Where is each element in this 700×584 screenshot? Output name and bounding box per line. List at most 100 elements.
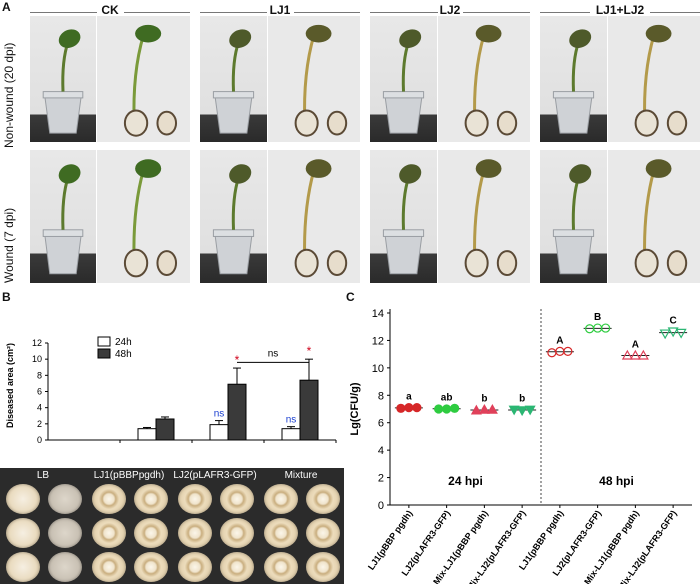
leaf-disc — [48, 552, 82, 582]
plant-photo — [30, 150, 96, 283]
plant-photo — [540, 16, 607, 142]
significance-mark: * — [235, 353, 240, 367]
leaf-disc — [220, 552, 254, 582]
data-point — [442, 404, 452, 414]
leaf-disc — [134, 552, 168, 582]
bracket-label: ns — [268, 348, 279, 359]
panel-a-letter: A — [2, 0, 11, 14]
leaf-disc — [6, 518, 40, 548]
bar-24h-3 — [281, 428, 301, 441]
plant-photo — [608, 16, 700, 142]
letter-annotation: A — [632, 340, 639, 351]
data-point — [524, 405, 536, 416]
data-point — [412, 403, 422, 413]
plant-photo — [200, 150, 267, 283]
disc-label-lb: LB — [36, 470, 50, 481]
leaf-disc — [178, 552, 212, 582]
leaf-disc — [178, 518, 212, 548]
panel-c-letter: C — [346, 290, 355, 304]
plant-photo — [438, 16, 530, 142]
data-point — [667, 327, 679, 338]
y-tick-label: 4 — [37, 403, 42, 413]
group-label: 24 hpi — [448, 474, 483, 488]
letter-annotation: A — [556, 335, 563, 346]
bar-24h-2 — [209, 424, 229, 441]
leaf-disc — [134, 518, 168, 548]
bar-48h-3 — [299, 379, 319, 441]
leaf-disc — [48, 484, 82, 514]
row-label-wound: Wound (7 dpi) — [2, 207, 16, 283]
disc-label-lj1: LJ1(pBBPpgdh) — [93, 470, 165, 481]
y-tick-label: 2 — [37, 419, 42, 429]
leaf-disc-photo-panel: LB LJ1(pBBPpgdh) LJ2(pLAFR3-GFP) Mixture — [0, 468, 344, 584]
data-point — [675, 328, 687, 339]
y-tick-label: 12 — [372, 335, 384, 347]
leaf-disc — [220, 484, 254, 514]
y-tick-label: 8 — [378, 390, 384, 402]
y-tick-label: 10 — [372, 363, 384, 375]
data-point — [637, 349, 649, 360]
leaf-disc — [306, 552, 340, 582]
data-point — [508, 405, 520, 416]
y-tick-label: 12 — [32, 338, 42, 348]
y-tick-label: 6 — [378, 418, 384, 430]
y-tick-label: 4 — [378, 445, 384, 457]
legend-swatch — [97, 336, 111, 347]
disc-label-mixture: Mixture — [284, 470, 318, 481]
significance-mark: ns — [214, 409, 225, 420]
column-header-lj1-lj2: LJ1+LJ2 — [595, 3, 645, 17]
leaf-disc — [264, 484, 298, 514]
data-point — [470, 404, 482, 415]
plant-photo — [608, 150, 700, 283]
bar-48h-1 — [155, 418, 175, 441]
data-point — [601, 323, 611, 333]
y-axis-title: Diseased area (cm²) — [5, 343, 15, 428]
leaf-disc — [306, 484, 340, 514]
leaf-disc — [92, 518, 126, 548]
leaf-disc — [6, 552, 40, 582]
data-point — [396, 403, 406, 413]
legend-label: 48h — [115, 349, 132, 360]
plant-photo — [370, 150, 437, 283]
column-header-ck: CK — [101, 3, 119, 17]
data-point — [629, 349, 641, 360]
legend-label: 24h — [115, 337, 132, 348]
leaf-disc — [92, 552, 126, 582]
plant-photo — [200, 16, 267, 142]
data-point — [563, 346, 573, 357]
letter-annotation: a — [406, 392, 412, 403]
plant-photo — [438, 150, 530, 283]
bar-24h-1 — [137, 428, 157, 441]
plant-photo — [97, 16, 190, 142]
leaf-disc — [134, 484, 168, 514]
data-point — [621, 349, 633, 360]
plant-photo — [268, 150, 360, 283]
data-point — [516, 406, 528, 417]
y-tick-label: 0 — [378, 500, 384, 512]
y-axis-title: Lg(CFU/g) — [349, 382, 361, 435]
y-tick-label: 0 — [37, 435, 42, 445]
leaf-disc — [220, 518, 254, 548]
y-tick-label: 14 — [372, 308, 384, 320]
leaf-disc — [92, 484, 126, 514]
data-point — [486, 403, 498, 414]
data-point — [434, 404, 444, 414]
significance-mark: * — [307, 344, 312, 358]
y-tick-label: 10 — [32, 354, 42, 364]
y-tick-label: 6 — [37, 387, 42, 397]
letter-annotation: C — [670, 316, 677, 327]
plant-photo — [540, 150, 607, 283]
y-tick-label: 8 — [37, 370, 42, 380]
plant-photo — [268, 16, 360, 142]
leaf-disc — [6, 484, 40, 514]
plant-photo — [30, 16, 96, 142]
bar-48h-2 — [227, 383, 247, 441]
column-header-lj2: LJ2 — [439, 3, 461, 17]
plant-photo — [97, 150, 190, 283]
letter-annotation: b — [481, 394, 487, 405]
row-label-non-wound: Non-wound (20 dpi) — [2, 42, 16, 148]
data-point — [478, 403, 490, 414]
data-point — [659, 329, 671, 340]
panel-b-letter: B — [2, 290, 11, 304]
